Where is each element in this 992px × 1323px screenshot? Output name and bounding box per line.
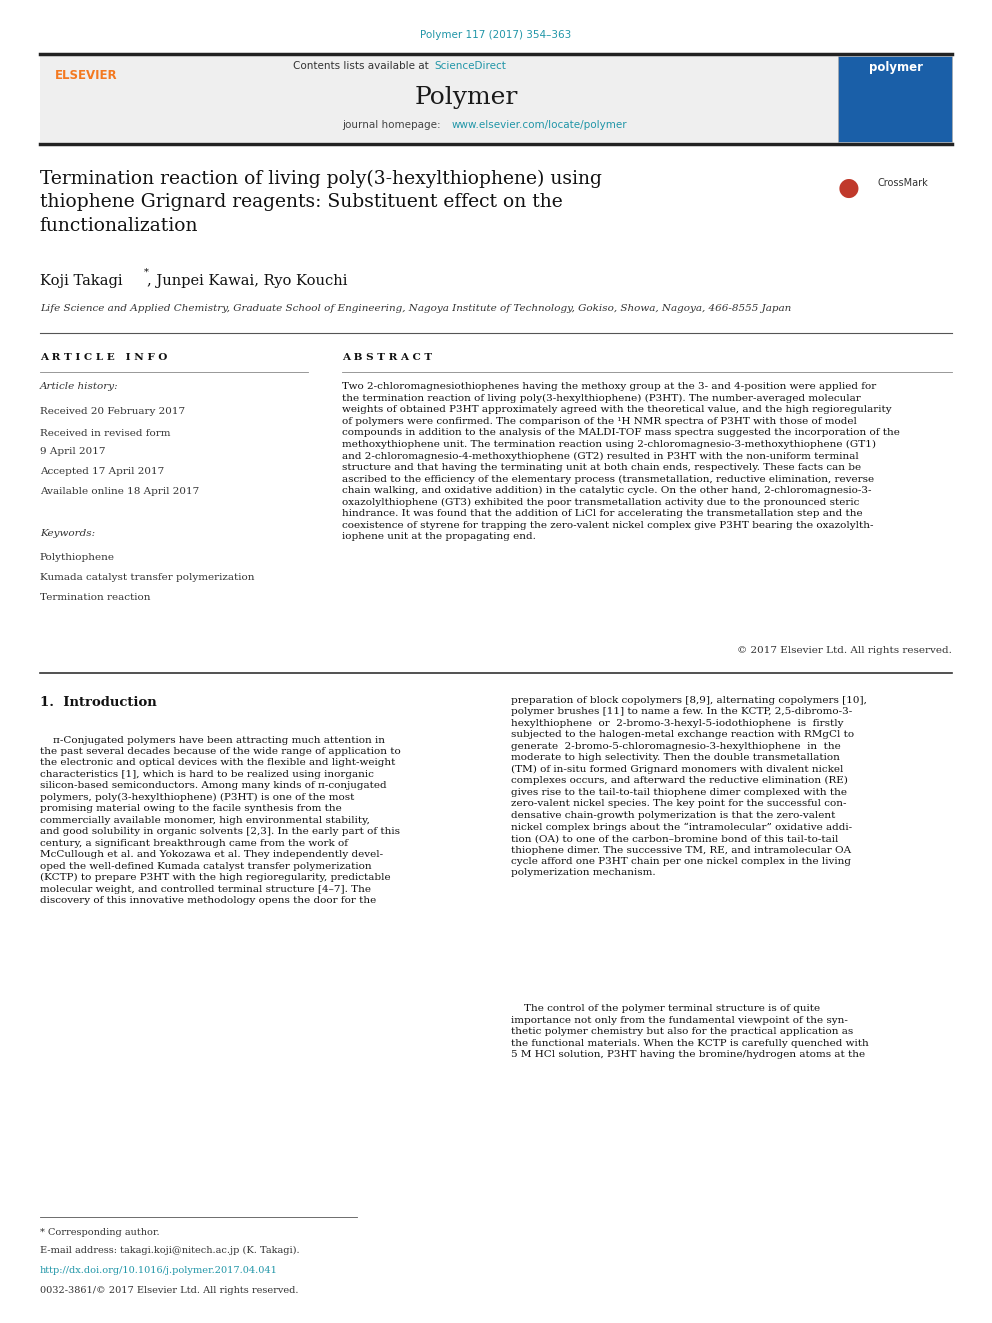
Text: π-Conjugated polymers have been attracting much attention in
the past several de: π-Conjugated polymers have been attracti… bbox=[40, 736, 401, 905]
Text: Koji Takagi: Koji Takagi bbox=[40, 274, 122, 288]
Text: Polymer 117 (2017) 354–363: Polymer 117 (2017) 354–363 bbox=[421, 30, 571, 41]
Text: 1.  Introduction: 1. Introduction bbox=[40, 696, 157, 709]
Text: A R T I C L E   I N F O: A R T I C L E I N F O bbox=[40, 353, 167, 363]
Text: Polythiophene: Polythiophene bbox=[40, 553, 115, 562]
Text: journal homepage:: journal homepage: bbox=[342, 120, 444, 131]
Text: ELSEVIER: ELSEVIER bbox=[55, 69, 117, 82]
Text: Accepted 17 April 2017: Accepted 17 April 2017 bbox=[40, 467, 164, 476]
Text: Kumada catalyst transfer polymerization: Kumada catalyst transfer polymerization bbox=[40, 573, 254, 582]
Text: Received 20 February 2017: Received 20 February 2017 bbox=[40, 407, 185, 417]
Text: © 2017 Elsevier Ltd. All rights reserved.: © 2017 Elsevier Ltd. All rights reserved… bbox=[737, 646, 952, 655]
Text: ScienceDirect: ScienceDirect bbox=[434, 61, 506, 71]
FancyBboxPatch shape bbox=[838, 56, 952, 142]
FancyBboxPatch shape bbox=[40, 56, 952, 142]
Text: Termination reaction of living poly(3-hexylthiophene) using
thiophene Grignard r: Termination reaction of living poly(3-he… bbox=[40, 169, 601, 234]
Text: Life Science and Applied Chemistry, Graduate School of Engineering, Nagoya Insti: Life Science and Applied Chemistry, Grad… bbox=[40, 304, 791, 314]
Text: Available online 18 April 2017: Available online 18 April 2017 bbox=[40, 487, 199, 496]
Text: Polymer: Polymer bbox=[415, 86, 518, 108]
Text: www.elsevier.com/locate/polymer: www.elsevier.com/locate/polymer bbox=[451, 120, 627, 131]
Text: Contents lists available at: Contents lists available at bbox=[293, 61, 432, 71]
Text: polymer: polymer bbox=[869, 61, 923, 74]
Text: 9 April 2017: 9 April 2017 bbox=[40, 447, 105, 456]
Text: Received in revised form: Received in revised form bbox=[40, 429, 171, 438]
Text: Termination reaction: Termination reaction bbox=[40, 593, 150, 602]
Text: The control of the polymer terminal structure is of quite
importance not only fr: The control of the polymer terminal stru… bbox=[511, 1004, 869, 1058]
Text: ●: ● bbox=[837, 176, 859, 200]
Text: , Junpei Kawai, Ryo Kouchi: , Junpei Kawai, Ryo Kouchi bbox=[147, 274, 347, 288]
Text: CrossMark: CrossMark bbox=[878, 177, 929, 188]
Text: A B S T R A C T: A B S T R A C T bbox=[342, 353, 433, 363]
Text: 0032-3861/© 2017 Elsevier Ltd. All rights reserved.: 0032-3861/© 2017 Elsevier Ltd. All right… bbox=[40, 1286, 299, 1295]
Text: Article history:: Article history: bbox=[40, 382, 118, 392]
Text: preparation of block copolymers [8,9], alternating copolymers [10],
polymer brus: preparation of block copolymers [8,9], a… bbox=[511, 696, 867, 877]
Text: Two 2-chloromagnesiothiophenes having the methoxy group at the 3- and 4-position: Two 2-chloromagnesiothiophenes having th… bbox=[342, 382, 900, 541]
Text: Keywords:: Keywords: bbox=[40, 529, 95, 538]
Text: * Corresponding author.: * Corresponding author. bbox=[40, 1228, 160, 1237]
Text: http://dx.doi.org/10.1016/j.polymer.2017.04.041: http://dx.doi.org/10.1016/j.polymer.2017… bbox=[40, 1266, 278, 1275]
Text: E-mail address: takagi.koji@nitech.ac.jp (K. Takagi).: E-mail address: takagi.koji@nitech.ac.jp… bbox=[40, 1246, 300, 1256]
Text: *: * bbox=[144, 267, 149, 277]
